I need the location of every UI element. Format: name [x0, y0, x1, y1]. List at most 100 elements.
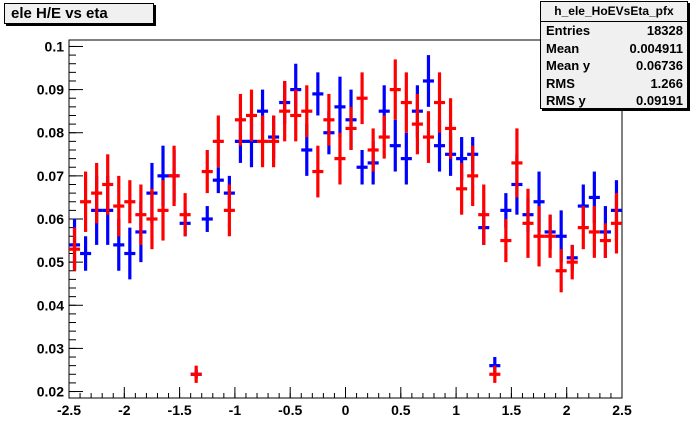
data-point	[433, 72, 446, 133]
data-point	[467, 145, 479, 207]
axis-ticks	[68, 45, 623, 398]
x-tick-label: -1	[229, 402, 242, 418]
y-tick-label: 0.04	[37, 297, 64, 313]
stats-label: RMS y	[546, 93, 586, 108]
stats-label: Mean	[546, 40, 580, 56]
x-tick-label: 1.5	[502, 402, 522, 418]
x-tick-label: 0	[342, 402, 350, 418]
data-point	[245, 89, 258, 142]
stats-box: h_ele_HoEVsEta_pfx Entries 18328 Mean 0.…	[540, 1, 688, 109]
data-point	[356, 149, 368, 185]
y-tick-label: 0.07	[37, 168, 64, 184]
data-point	[212, 167, 224, 194]
x-tick-label: -2	[118, 402, 131, 418]
stats-value: 0.004911	[629, 40, 683, 56]
data-point	[422, 55, 434, 107]
stats-label: RMS	[546, 75, 575, 91]
data-point	[511, 128, 523, 198]
data-point	[356, 72, 368, 125]
data-point	[411, 93, 423, 155]
data-point	[544, 214, 556, 258]
stats-row-mean: Mean 0.004911	[541, 40, 687, 58]
y-tick-label: 0.09	[37, 82, 64, 98]
data-point	[201, 206, 213, 232]
data-point	[367, 128, 379, 172]
data-point	[533, 206, 545, 267]
data-point	[80, 171, 92, 232]
data-point	[345, 106, 357, 150]
data-point	[290, 89, 302, 142]
y-tick-label: 0.03	[37, 340, 64, 356]
data-point	[234, 93, 246, 146]
stats-value: 0.06736	[636, 58, 683, 73]
data-point	[201, 149, 213, 194]
data-point	[69, 227, 81, 271]
y-tick-label: 0.08	[37, 125, 64, 141]
data-point	[500, 219, 512, 263]
data-point	[257, 115, 269, 168]
data-point	[489, 365, 501, 383]
stats-value: 1.266	[650, 75, 683, 91]
series-1	[69, 59, 622, 383]
data-point	[400, 72, 412, 133]
y-tick-label: 0.02	[37, 384, 64, 400]
data-point	[522, 188, 534, 258]
data-point	[91, 162, 103, 224]
stats-row-entries: Entries 18328	[541, 22, 687, 40]
data-point	[279, 80, 291, 142]
x-tick-label: -1.5	[168, 402, 192, 418]
data-point	[223, 184, 235, 237]
stats-value: 0.09191	[636, 93, 683, 108]
y-tick-label: 0.1	[45, 38, 65, 54]
data-point	[389, 59, 401, 120]
axis-tick-labels: -2.5 -2 -1.5 -1 -0.5 0 0.5 1 1.5 2 2.5 0.02 0.03 0.04…	[37, 38, 632, 418]
stats-label: Entries	[546, 23, 591, 38]
stats-label: Mean y	[546, 58, 591, 73]
data-point	[212, 115, 224, 168]
chart-title: ele H/E vs eta	[4, 3, 154, 24]
x-tick-label: -2.5	[57, 402, 81, 418]
y-tick-label: 0.05	[37, 254, 64, 270]
data-point	[378, 115, 390, 159]
y-tick-label: 0.06	[37, 211, 64, 227]
data-point	[179, 193, 191, 237]
data-point	[478, 184, 490, 245]
data-markers	[69, 55, 622, 383]
data-point	[301, 85, 313, 138]
data-point	[135, 184, 147, 245]
data-point	[146, 188, 158, 250]
x-tick-label: 2	[563, 402, 571, 418]
data-point	[268, 115, 280, 168]
stats-row-mean-y: Mean y 0.06736	[541, 57, 687, 75]
data-point	[334, 76, 346, 138]
data-point	[599, 223, 611, 258]
x-tick-label: 1	[452, 402, 460, 418]
stats-row-rms-y: RMS y 0.09191	[541, 92, 687, 110]
data-point	[124, 227, 136, 280]
data-point	[588, 206, 600, 258]
data-point	[190, 365, 202, 383]
data-point	[400, 132, 412, 185]
data-point	[168, 145, 180, 207]
data-point	[610, 193, 622, 254]
data-point	[323, 93, 335, 146]
data-point	[124, 180, 136, 224]
data-point	[445, 98, 457, 159]
stats-histogram-name: h_ele_HoEVsEta_pfx	[541, 2, 687, 22]
stats-row-rms: RMS 1.266	[541, 75, 687, 93]
data-point	[389, 119, 401, 172]
data-point	[312, 145, 324, 198]
data-point	[555, 249, 567, 293]
data-point	[566, 244, 578, 280]
data-point	[312, 72, 324, 116]
data-point	[157, 180, 169, 241]
x-tick-label: -0.5	[278, 402, 302, 418]
data-point	[102, 154, 114, 215]
data-point	[422, 111, 434, 163]
x-tick-label: 0.5	[391, 402, 411, 418]
data-point	[456, 162, 468, 215]
x-tick-label: 2.5	[612, 402, 632, 418]
data-point	[334, 132, 346, 185]
data-point	[577, 206, 589, 250]
